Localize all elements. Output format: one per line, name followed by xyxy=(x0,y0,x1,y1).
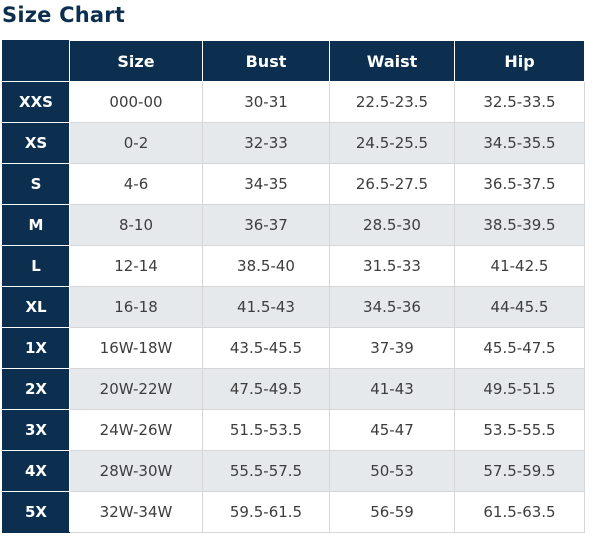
size-cell: 0-2 xyxy=(69,122,203,164)
bust-cell: 55.5-57.5 xyxy=(202,450,330,492)
hip-cell: 53.5-55.5 xyxy=(454,409,585,451)
header-size: Size xyxy=(69,40,203,82)
table-body: XXS 000-00 30-31 22.5-23.5 32.5-33.5 XS 0-2 32-… xyxy=(2,81,585,533)
table-row: L 12-14 38.5-40 31.5-33 41-42.5 xyxy=(2,245,585,287)
table-row: 1X 16W-18W 43.5-45.5 37-39 45.5-47.5 xyxy=(2,327,585,369)
header-corner xyxy=(2,40,70,82)
hip-cell: 41-42.5 xyxy=(454,245,585,287)
bust-cell: 34-35 xyxy=(202,163,330,205)
bust-cell: 41.5-43 xyxy=(202,286,330,328)
row-size-label: S xyxy=(2,163,70,205)
header-row: Size Bust Waist Hip xyxy=(2,40,585,82)
row-size-label: XL xyxy=(2,286,70,328)
row-size-label: M xyxy=(2,204,70,246)
table-row: XXS 000-00 30-31 22.5-23.5 32.5-33.5 xyxy=(2,81,585,123)
size-cell: 8-10 xyxy=(69,204,203,246)
waist-cell: 31.5-33 xyxy=(329,245,455,287)
size-cell: 24W-26W xyxy=(69,409,203,451)
size-cell: 32W-34W xyxy=(69,491,203,533)
row-size-label: XS xyxy=(2,122,70,164)
hip-cell: 32.5-33.5 xyxy=(454,81,585,123)
waist-cell: 26.5-27.5 xyxy=(329,163,455,205)
bust-cell: 47.5-49.5 xyxy=(202,368,330,410)
waist-cell: 24.5-25.5 xyxy=(329,122,455,164)
size-cell: 16-18 xyxy=(69,286,203,328)
row-size-label: L xyxy=(2,245,70,287)
hip-cell: 57.5-59.5 xyxy=(454,450,585,492)
table-header: Size Bust Waist Hip xyxy=(2,40,585,82)
hip-cell: 36.5-37.5 xyxy=(454,163,585,205)
header-bust: Bust xyxy=(202,40,330,82)
row-size-label: 2X xyxy=(2,368,70,410)
bust-cell: 36-37 xyxy=(202,204,330,246)
waist-cell: 34.5-36 xyxy=(329,286,455,328)
table-row: M 8-10 36-37 28.5-30 38.5-39.5 xyxy=(2,204,585,246)
waist-cell: 28.5-30 xyxy=(329,204,455,246)
bust-cell: 38.5-40 xyxy=(202,245,330,287)
size-cell: 12-14 xyxy=(69,245,203,287)
waist-cell: 22.5-23.5 xyxy=(329,81,455,123)
hip-cell: 38.5-39.5 xyxy=(454,204,585,246)
bust-cell: 43.5-45.5 xyxy=(202,327,330,369)
hip-cell: 44-45.5 xyxy=(454,286,585,328)
table-row: XL 16-18 41.5-43 34.5-36 44-45.5 xyxy=(2,286,585,328)
table-row: XS 0-2 32-33 24.5-25.5 34.5-35.5 xyxy=(2,122,585,164)
size-cell: 28W-30W xyxy=(69,450,203,492)
bust-cell: 51.5-53.5 xyxy=(202,409,330,451)
waist-cell: 37-39 xyxy=(329,327,455,369)
hip-cell: 61.5-63.5 xyxy=(454,491,585,533)
waist-cell: 45-47 xyxy=(329,409,455,451)
header-hip: Hip xyxy=(454,40,585,82)
size-cell: 20W-22W xyxy=(69,368,203,410)
hip-cell: 49.5-51.5 xyxy=(454,368,585,410)
waist-cell: 56-59 xyxy=(329,491,455,533)
hip-cell: 45.5-47.5 xyxy=(454,327,585,369)
bust-cell: 32-33 xyxy=(202,122,330,164)
size-cell: 000-00 xyxy=(69,81,203,123)
table-row: 5X 32W-34W 59.5-61.5 56-59 61.5-63.5 xyxy=(2,491,585,533)
bust-cell: 59.5-61.5 xyxy=(202,491,330,533)
page-title: Size Chart xyxy=(2,3,126,27)
waist-cell: 41-43 xyxy=(329,368,455,410)
table-row: 4X 28W-30W 55.5-57.5 50-53 57.5-59.5 xyxy=(2,450,585,492)
table-row: 2X 20W-22W 47.5-49.5 41-43 49.5-51.5 xyxy=(2,368,585,410)
row-size-label: 3X xyxy=(2,409,70,451)
row-size-label: 5X xyxy=(2,491,70,533)
size-cell: 16W-18W xyxy=(69,327,203,369)
row-size-label: 1X xyxy=(2,327,70,369)
row-size-label: 4X xyxy=(2,450,70,492)
row-size-label: XXS xyxy=(2,81,70,123)
bust-cell: 30-31 xyxy=(202,81,330,123)
header-waist: Waist xyxy=(329,40,455,82)
size-cell: 4-6 xyxy=(69,163,203,205)
table-row: S 4-6 34-35 26.5-27.5 36.5-37.5 xyxy=(2,163,585,205)
hip-cell: 34.5-35.5 xyxy=(454,122,585,164)
table-row: 3X 24W-26W 51.5-53.5 45-47 53.5-55.5 xyxy=(2,409,585,451)
waist-cell: 50-53 xyxy=(329,450,455,492)
size-chart-table: Size Bust Waist Hip XXS 000-00 30-31 22.5-2… xyxy=(2,40,585,533)
